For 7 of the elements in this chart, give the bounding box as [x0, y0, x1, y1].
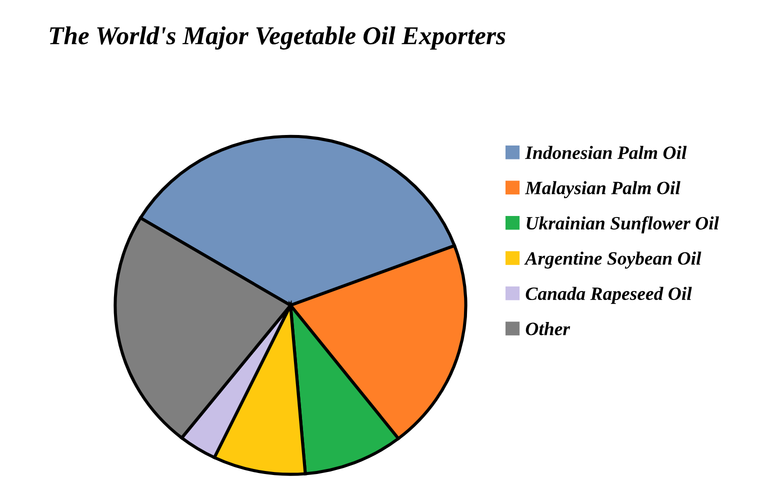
legend-label: Malaysian Palm Oil [524, 181, 680, 198]
legend-label: Other [526, 322, 570, 336]
legend-label: Indonesian Palm Oil [525, 146, 687, 160]
legend-label: Argentine Soybean Oil [524, 252, 702, 269]
chart-title: The World's Major Vegetable Oil Exporters [50, 26, 506, 50]
legend-label: Ukrainian Sunflower Oil [526, 216, 719, 234]
legend-label: Canada Rapeseed Oil [526, 286, 692, 304]
